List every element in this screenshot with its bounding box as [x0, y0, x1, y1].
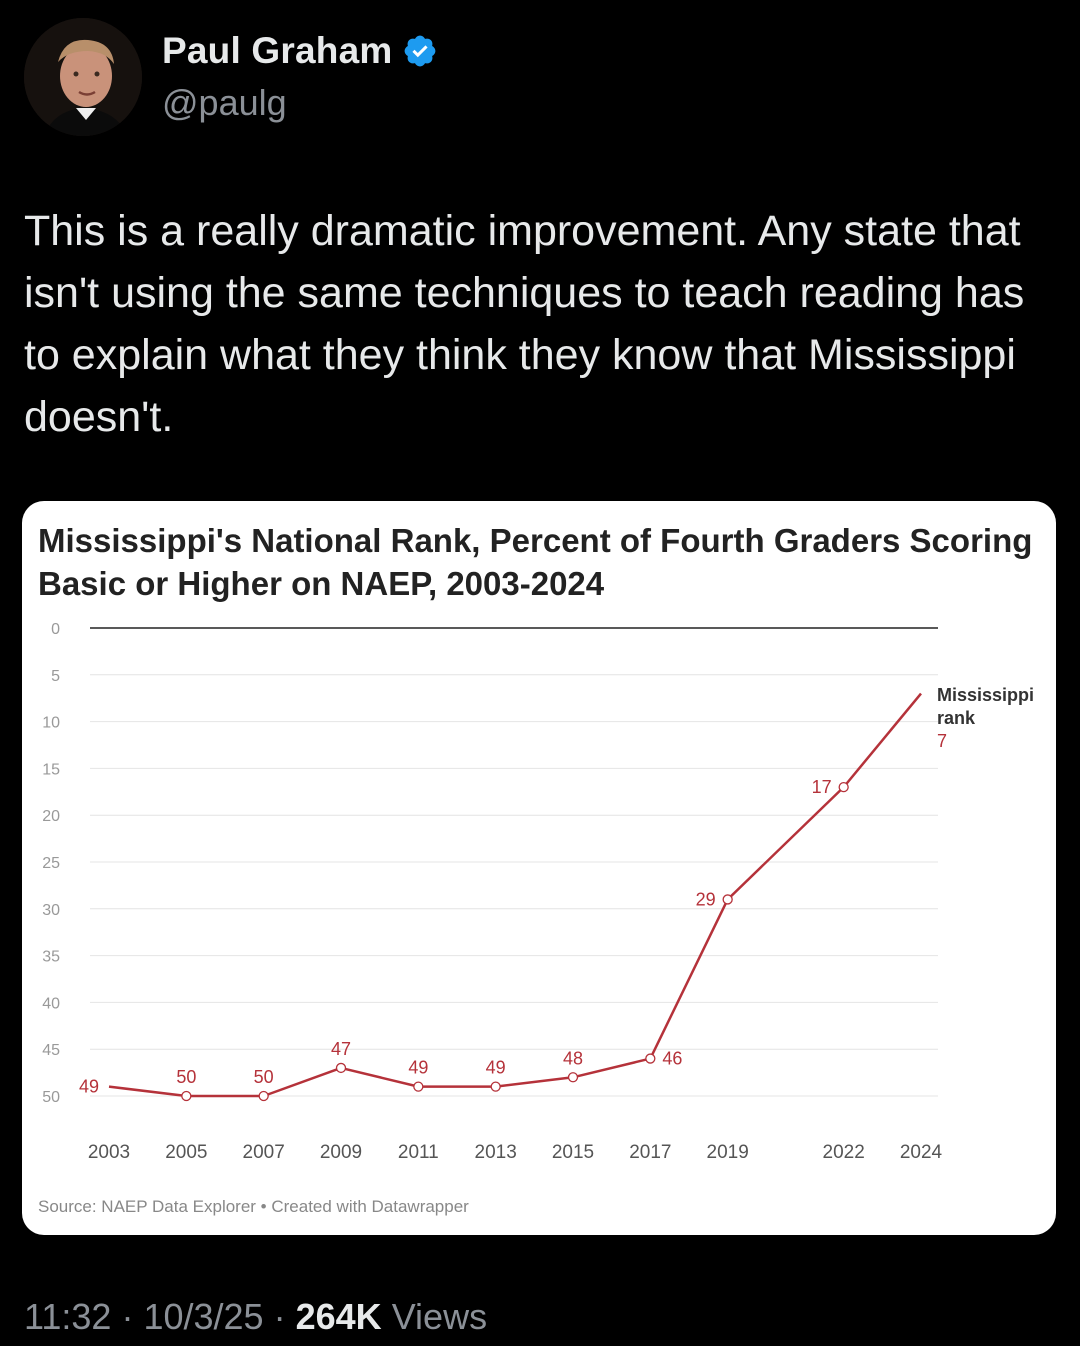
data-point	[838, 781, 849, 793]
y-tick-label: 25	[42, 855, 60, 872]
tweet-meta: 11:32 · 10/3/25 · 264K Views	[24, 1296, 487, 1338]
series-line-mississippi-rank	[108, 692, 922, 1098]
x-tick-label: 2013	[475, 1142, 517, 1163]
y-tick-label: 15	[42, 761, 60, 778]
y-tick-label: 5	[51, 668, 60, 685]
name-row: Paul Graham	[162, 30, 438, 72]
series-end-label: rank	[937, 708, 976, 728]
data-label: 48	[563, 1048, 583, 1068]
y-tick-label: 45	[42, 1042, 60, 1059]
data-point	[645, 1053, 656, 1064]
chart-source: Source: NAEP Data Explorer • Created wit…	[38, 1197, 469, 1216]
y-tick-label: 10	[42, 715, 60, 732]
data-point	[490, 1081, 501, 1092]
x-tick-label: 2007	[243, 1142, 285, 1163]
series-end-label: Mississippi	[937, 685, 1034, 705]
tweet-header: Paul Graham @paulg	[24, 18, 1056, 138]
series-end-value: 7	[937, 731, 947, 751]
chart-card[interactable]: Mississippi's National Rank, Percent of …	[22, 501, 1056, 1235]
data-label: 49	[408, 1058, 428, 1078]
x-tick-label: 2022	[823, 1142, 865, 1163]
chart-title: Mississippi's National Rank, Percent of …	[38, 522, 1033, 602]
views-count[interactable]: 264K	[295, 1296, 382, 1337]
tweet-text: This is a really dramatic improvement. A…	[24, 207, 1037, 441]
data-label: 49	[486, 1058, 506, 1078]
meta-separator: ·	[273, 1296, 286, 1337]
x-tick-label: 2005	[165, 1142, 207, 1163]
x-tick-label: 2003	[88, 1142, 130, 1163]
x-tick-label: 2024	[900, 1142, 943, 1163]
data-point	[722, 894, 733, 905]
x-tick-label: 2017	[629, 1142, 671, 1163]
x-tick-label: 2019	[707, 1142, 749, 1163]
avatar[interactable]	[24, 18, 142, 136]
user-handle[interactable]: @paulg	[162, 82, 287, 123]
y-tick-label: 0	[51, 621, 60, 638]
verified-badge-icon	[402, 33, 438, 69]
data-label: 49	[79, 1077, 99, 1097]
y-tick-label: 35	[42, 949, 60, 966]
data-point	[413, 1081, 424, 1092]
views-label: Views	[391, 1296, 488, 1337]
data-label: 29	[696, 889, 716, 909]
y-tick-label: 50	[42, 1089, 60, 1106]
data-point	[258, 1090, 269, 1102]
x-tick-label: 2011	[398, 1142, 439, 1163]
display-name[interactable]: Paul Graham	[162, 30, 393, 71]
data-label: 50	[254, 1067, 274, 1087]
data-label: 50	[176, 1067, 196, 1087]
data-point	[335, 1062, 347, 1074]
line-chart: 0 5 10 15 20 25 30 35 40 45 50 2003 2005 2007 2009 2011…	[42, 621, 1034, 1163]
x-tick-label: 2009	[320, 1142, 362, 1163]
meta-separator: ·	[121, 1296, 134, 1337]
x-tick-label: 2015	[552, 1142, 594, 1163]
data-point	[567, 1072, 579, 1083]
tweet-time[interactable]: 11:32	[24, 1296, 112, 1337]
data-label: 46	[662, 1049, 682, 1069]
data-label: 47	[331, 1039, 351, 1059]
data-point	[181, 1090, 192, 1102]
y-tick-label: 20	[42, 808, 60, 825]
tweet-date[interactable]: 10/3/25	[143, 1296, 264, 1337]
y-tick-label: 40	[42, 995, 60, 1012]
y-tick-label: 30	[42, 902, 60, 919]
data-label: 17	[812, 777, 832, 797]
